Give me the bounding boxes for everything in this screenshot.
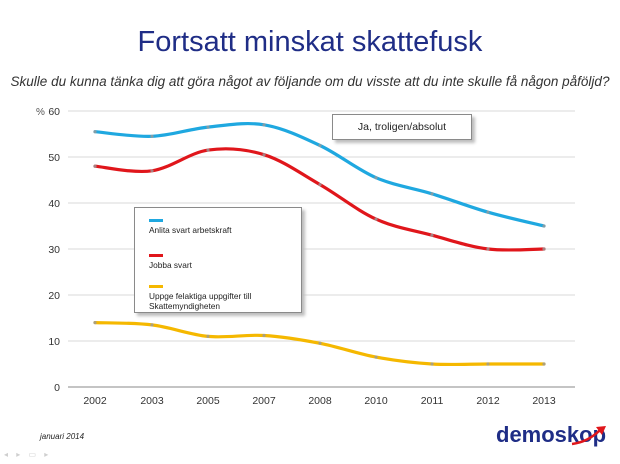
legend-swatch-blue [149, 219, 163, 223]
data-point [542, 224, 546, 228]
legend-label-blue: Anlita svart arbetskraft [149, 225, 232, 235]
y-tick-label: 50 [48, 152, 60, 164]
legend: Anlita svart arbetskraft Jobba svart Upp… [134, 207, 302, 313]
data-point [93, 130, 97, 134]
data-point [150, 323, 154, 327]
x-tick-label: 2013 [532, 395, 556, 407]
data-point [374, 355, 378, 359]
legend-swatch-red [149, 254, 163, 258]
slide-nav-icons: ◂ ▸ ▭ ▸ [4, 450, 52, 459]
y-axis-label: % [36, 107, 45, 118]
data-point [542, 362, 546, 366]
data-point [318, 143, 322, 148]
legend-label-red: Jobba svart [149, 260, 192, 270]
data-point [430, 192, 434, 196]
data-point [486, 247, 490, 251]
chart-subtitle: Skulle du kunna tänka dig att göra något… [10, 74, 610, 89]
y-tick-label: 40 [48, 198, 60, 210]
data-point [542, 247, 546, 251]
x-tick-label: 2008 [308, 395, 332, 407]
data-point [430, 233, 434, 237]
data-point [486, 210, 490, 214]
legend-swatch-yellow [149, 285, 163, 289]
demoskop-logo: demoskop [496, 422, 607, 447]
x-tick-label: 2011 [421, 395, 444, 407]
logo-arrow-icon [571, 426, 606, 446]
data-point [486, 362, 490, 366]
y-tick-label: 60 [48, 106, 60, 118]
x-tick-label: 2012 [476, 395, 500, 407]
data-point [93, 321, 97, 325]
data-point [262, 153, 266, 157]
data-point [374, 176, 378, 180]
x-tick-label: 2010 [364, 395, 388, 407]
y-tick-label: 0 [54, 382, 60, 394]
data-point [93, 164, 97, 168]
data-point [262, 123, 266, 127]
data-point [150, 134, 154, 138]
y-tick-label: 10 [48, 336, 60, 348]
x-tick-label: 2002 [83, 395, 107, 407]
data-point [206, 148, 210, 152]
data-point [206, 125, 210, 129]
footer-date: januari 2014 [40, 432, 85, 441]
answer-badge: Ja, troligen/absolut [332, 114, 472, 140]
x-tick-label: 2003 [140, 395, 164, 407]
chart-title: Fortsatt minskat skattefusk [137, 26, 483, 58]
legend-item-yellow: Uppge felaktiga uppgifter till Skattemyn… [149, 281, 301, 311]
data-point [318, 341, 322, 345]
y-tick-label: 30 [48, 244, 60, 256]
legend-label-yellow: Uppge felaktiga uppgifter till Skattemyn… [149, 291, 252, 311]
data-point [374, 217, 378, 221]
x-tick-label: 2007 [252, 395, 276, 407]
y-tick-label: 20 [48, 290, 60, 302]
legend-item-red: Jobba svart [149, 250, 301, 270]
x-tick-label: 2005 [196, 395, 220, 407]
legend-item-blue: Anlita svart arbetskraft [149, 215, 301, 235]
data-point [262, 333, 266, 338]
data-point [430, 362, 434, 366]
data-point [318, 183, 322, 187]
data-point [150, 169, 154, 173]
data-point [206, 334, 210, 338]
